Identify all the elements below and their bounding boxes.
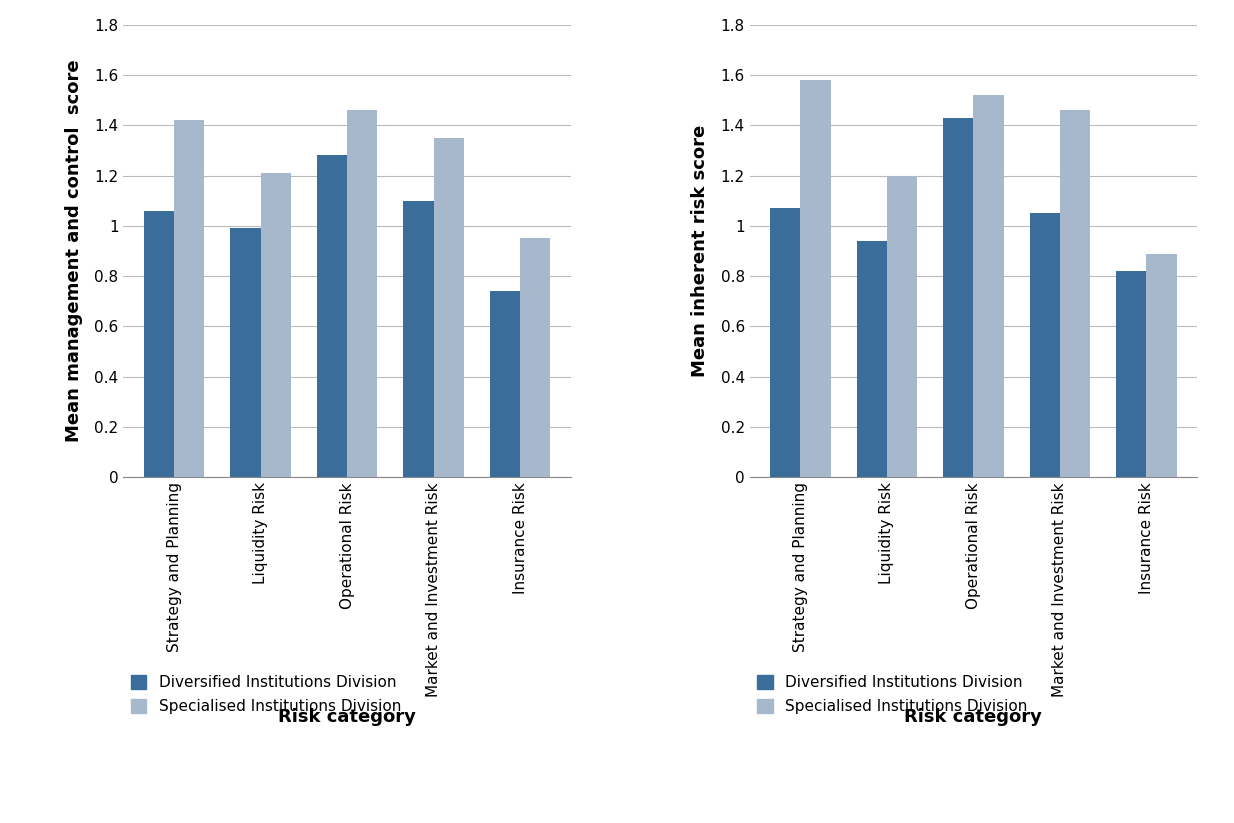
Y-axis label: Mean inherent risk score: Mean inherent risk score (691, 125, 710, 377)
X-axis label: Risk category: Risk category (278, 708, 416, 726)
Legend: Diversified Institutions Division, Specialised Institutions Division: Diversified Institutions Division, Speci… (758, 675, 1027, 714)
Bar (770, 208, 801, 477)
Bar (520, 239, 550, 477)
X-axis label: Risk category: Risk category (905, 708, 1043, 726)
Bar (490, 291, 520, 477)
Bar (1060, 110, 1090, 477)
Bar (1146, 253, 1177, 477)
Y-axis label: Mean management and control  score: Mean management and control score (65, 60, 83, 442)
Bar (856, 241, 887, 477)
Bar (404, 201, 433, 477)
Bar (174, 120, 205, 477)
Bar (1116, 271, 1146, 477)
Bar (887, 175, 917, 477)
Bar (317, 156, 347, 477)
Bar (1029, 213, 1060, 477)
Bar (231, 229, 260, 477)
Legend: Diversified Institutions Division, Specialised Institutions Division: Diversified Institutions Division, Speci… (131, 675, 401, 714)
Bar (260, 173, 291, 477)
Bar (347, 110, 378, 477)
Bar (143, 211, 174, 477)
Bar (801, 80, 830, 477)
Bar (943, 118, 974, 477)
Bar (433, 137, 464, 477)
Bar (974, 95, 1003, 477)
